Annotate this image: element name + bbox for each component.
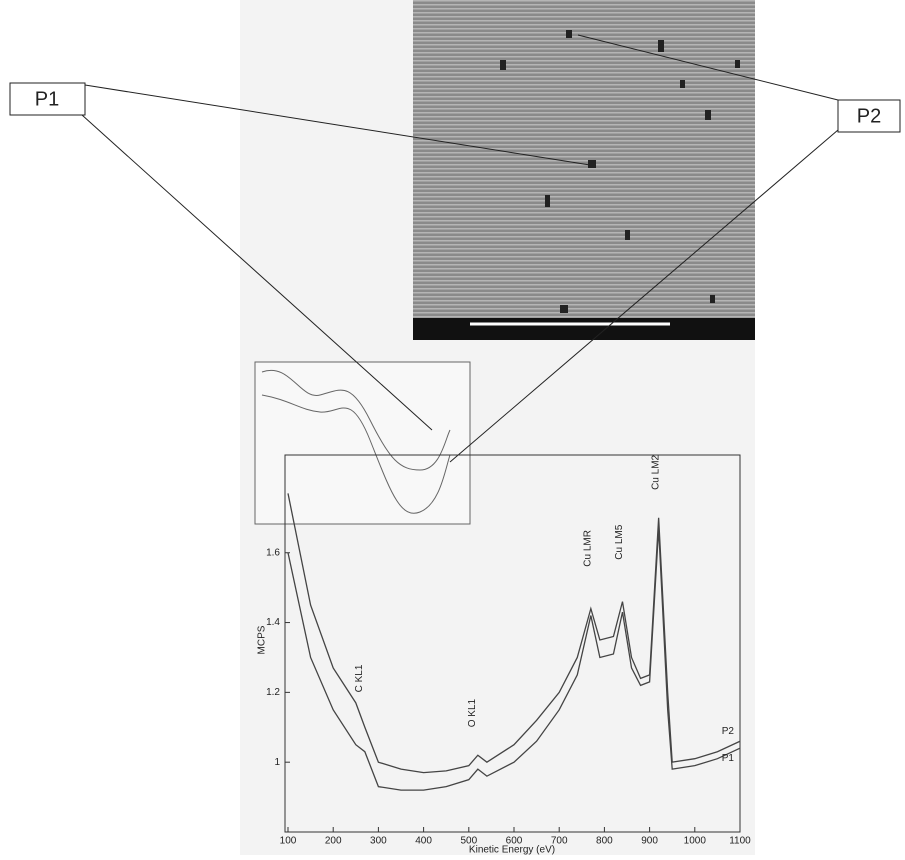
- peak-label: Cu LMR: [582, 530, 593, 567]
- peak-label: O KL1: [467, 698, 478, 727]
- x-axis-title: Kinetic Energy (eV): [469, 845, 555, 855]
- inset-curve: [261, 369, 451, 471]
- series-label: P2: [722, 726, 735, 737]
- x-tick-label: 500: [460, 836, 477, 847]
- callout-p2: P2: [837, 99, 901, 133]
- x-tick-label: 900: [641, 836, 658, 847]
- x-tick-label: 100: [280, 836, 297, 847]
- inset-curve: [261, 394, 451, 514]
- series-line: [287, 528, 741, 791]
- peak-label: Cu LM2: [650, 454, 661, 489]
- callout-p1: P1: [9, 82, 86, 116]
- callout-label: P2: [857, 105, 881, 127]
- x-tick-label: 800: [596, 836, 613, 847]
- y-tick-label: 1: [274, 757, 280, 768]
- peak-label: Cu LM5: [614, 524, 625, 559]
- plot-frame: [284, 454, 741, 833]
- x-tick-label: 200: [325, 836, 342, 847]
- callout-label: P1: [35, 88, 59, 110]
- y-tick-label: 1.2: [266, 687, 280, 698]
- x-tick-label: 600: [506, 836, 523, 847]
- x-tick-label: 1100: [729, 836, 751, 847]
- series-label: P1: [722, 753, 735, 764]
- peak-label: C KL1: [354, 664, 365, 692]
- sem-features: [500, 30, 740, 313]
- y-tick-label: 1.6: [266, 547, 280, 558]
- sem-image: [413, 0, 755, 340]
- x-tick-label: 700: [551, 836, 568, 847]
- y-tick-label: 1.4: [266, 617, 280, 628]
- inset-chart: [254, 361, 471, 525]
- callout-arrows: [81, 34, 839, 463]
- x-tick-label: 300: [370, 836, 387, 847]
- x-tick-label: 1000: [684, 836, 707, 847]
- sem-info-bar: [413, 318, 755, 340]
- y-axis-title: MCPS: [257, 625, 268, 654]
- x-tick-label: 400: [415, 836, 432, 847]
